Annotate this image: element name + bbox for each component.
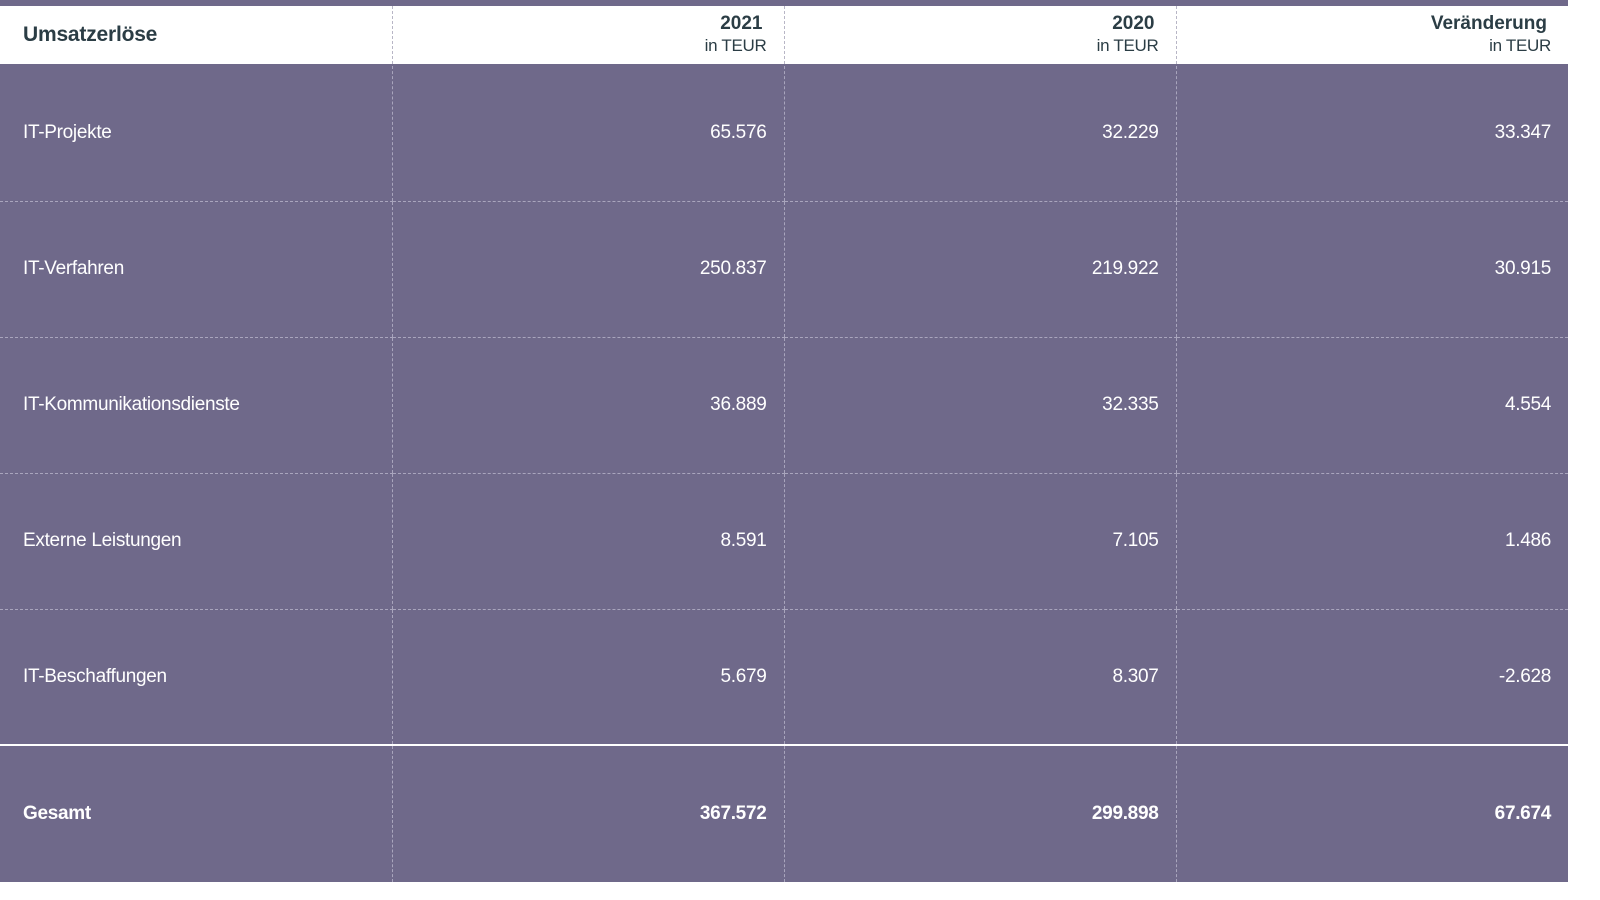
value-2021: 65.576 [391,65,784,202]
value-2021: 5.679 [391,609,784,745]
row-label: IT-Projekte [0,65,392,202]
value-2021: 8.591 [391,473,784,610]
top-accent-bar [0,0,1568,6]
value-change: 1.486 [1175,473,1568,610]
value-2020: 219.922 [783,201,1176,338]
table-row: IT-Projekte 65.576 32.229 33.347 [0,65,1568,202]
header-unit: in TEUR [704,36,767,55]
header-unit: in TEUR [1096,36,1159,55]
value-change: 33.347 [1175,65,1568,202]
table-body: IT-Projekte 65.576 32.229 33.347 IT-Verf… [0,65,1568,882]
value-change: -2.628 [1175,609,1568,745]
row-label: IT-Verfahren [0,201,392,338]
header-year: Veränderung [1430,13,1547,34]
table-row: Externe Leistungen 8.591 7.105 1.486 [0,473,1568,610]
header-year: 2021 [720,13,763,34]
row-label: Externe Leistungen [0,473,392,610]
table-row: IT-Verfahren 250.837 219.922 30.915 [0,201,1568,338]
header-unit: in TEUR [1489,36,1551,55]
table-row: IT-Kommunikationsdienste 36.889 32.335 4… [0,337,1568,474]
header-year: 2020 [1112,13,1155,34]
table-header: Umsatzerlöse 2021 in TEUR 2020 in TEUR V… [0,6,1568,66]
row-label: IT-Kommunikationsdienste [0,337,392,474]
value-2020: 7.105 [783,473,1176,610]
value-change: 4.554 [1175,337,1568,474]
value-2021: 250.837 [391,201,784,338]
table-row: IT-Beschaffungen 5.679 8.307 -2.628 [0,609,1568,745]
value-2021: 36.889 [391,337,784,474]
row-label: IT-Beschaffungen [23,665,167,687]
value-2020: 8.307 [783,609,1176,745]
total-change: 67.674 [1175,744,1568,882]
header-2020: 2020 in TEUR [783,6,1176,66]
total-2021: 367.572 [391,744,784,882]
total-label: Gesamt [0,744,392,882]
value-2020: 32.229 [783,65,1176,202]
value-2020: 32.335 [783,337,1176,474]
revenue-table: Umsatzerlöse 2021 in TEUR 2020 in TEUR V… [0,6,1568,882]
header-2021: 2021 in TEUR [391,6,784,66]
header-label: Umsatzerlöse [0,6,392,66]
header-row: Umsatzerlöse 2021 in TEUR 2020 in TEUR V… [0,6,1568,66]
total-row: Gesamt 367.572 299.898 67.674 [0,744,1568,882]
total-2020: 299.898 [783,744,1176,882]
header-change: Veränderung in TEUR [1175,6,1568,66]
value-change: 30.915 [1175,201,1568,338]
